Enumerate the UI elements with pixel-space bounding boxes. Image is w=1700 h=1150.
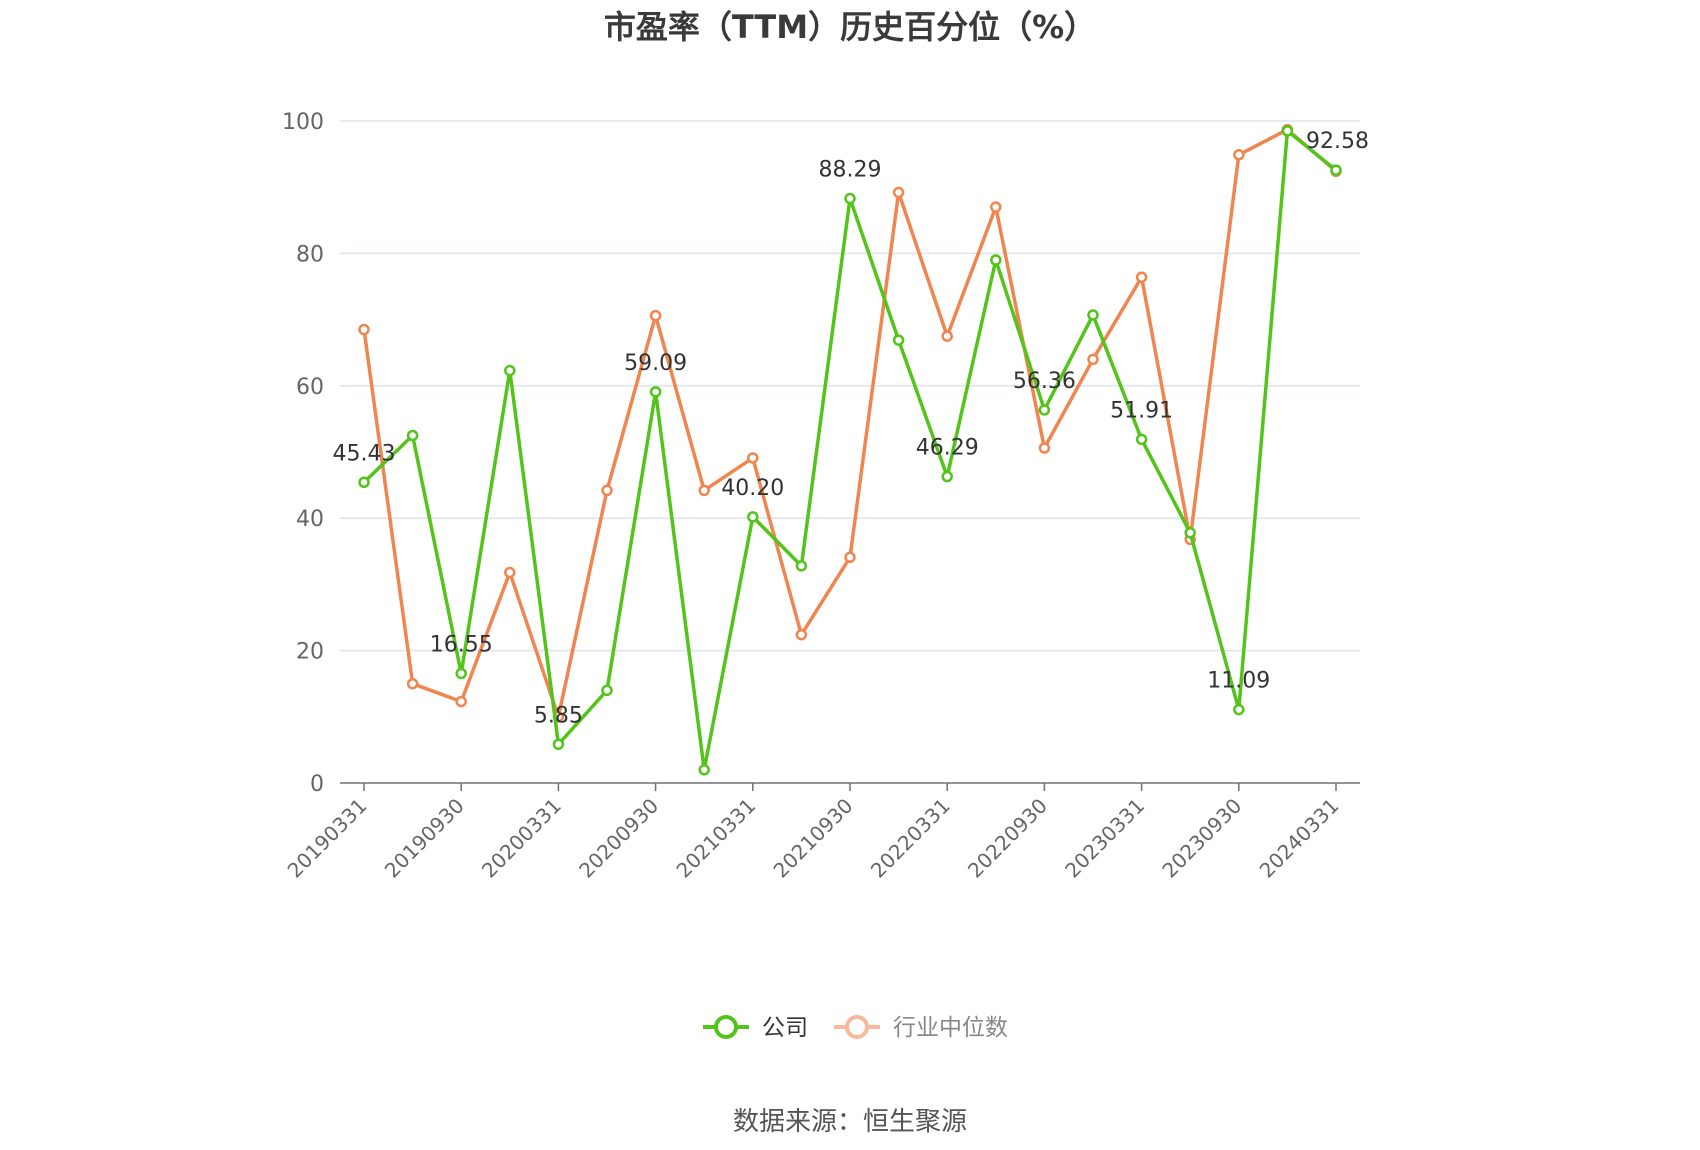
data-point[interactable] (1038, 404, 1051, 416)
data-point[interactable] (892, 334, 905, 346)
legend-marker-company (714, 1015, 738, 1039)
data-point[interactable] (795, 560, 808, 572)
x-tick-label: 20190930 (380, 794, 469, 883)
y-tick-label: 0 (310, 772, 324, 797)
legend-marker-industry (845, 1015, 869, 1039)
data-point[interactable] (1233, 703, 1245, 716)
axes: 0 20 40 60 80 100 20190331 20190930 20200331 2020… (282, 110, 1360, 883)
y-tick-label: 40 (296, 507, 324, 532)
data-label: 51.91 (1110, 398, 1173, 423)
data-point[interactable] (1038, 442, 1051, 454)
series-industry-median (358, 123, 1342, 723)
x-tick-label: 20230930 (1157, 794, 1246, 883)
source-note: 数据来源：恒生聚源 (733, 1107, 967, 1137)
x-tick-label: 20200331 (477, 794, 566, 883)
series-line (362, 127, 1338, 719)
data-label: 88.29 (819, 158, 882, 183)
x-tick-label: 20220930 (963, 794, 1052, 883)
data-point[interactable] (1281, 125, 1294, 137)
x-tick-label: 20200930 (574, 794, 663, 883)
data-label: 16.55 (430, 632, 493, 657)
data-point[interactable] (941, 330, 953, 342)
data-point[interactable] (601, 684, 613, 697)
legend-item-industry[interactable]: 行业中位数 (834, 1015, 1008, 1041)
data-point[interactable] (504, 364, 516, 377)
series-line (362, 129, 1338, 772)
data-point[interactable] (1087, 353, 1099, 366)
series-layer (358, 123, 1342, 776)
series-company (358, 125, 1342, 776)
y-tick-label: 100 (282, 110, 324, 135)
data-point[interactable] (1184, 527, 1196, 539)
legend-label-industry: 行业中位数 (893, 1015, 1008, 1041)
data-point[interactable] (892, 186, 905, 199)
data-label: 45.43 (333, 441, 396, 466)
data-point[interactable] (795, 628, 808, 641)
data-point[interactable] (1087, 309, 1099, 321)
x-tick-label: 20190331 (283, 794, 372, 883)
data-point[interactable] (1135, 433, 1148, 446)
y-tick-label: 60 (296, 375, 324, 400)
data-point[interactable] (941, 470, 953, 483)
grid (340, 120, 1360, 652)
x-tick-label: 20240331 (1255, 794, 1344, 883)
data-point[interactable] (455, 695, 467, 708)
data-point[interactable] (698, 484, 710, 497)
data-point[interactable] (844, 551, 856, 564)
data-labels: 45.43 16.55 5.85 59.09 40.20 88.29 46.29 56.36 5… (333, 129, 1369, 728)
data-label: 92.58 (1306, 129, 1369, 154)
y-tick-label: 80 (296, 242, 324, 267)
data-label: 5.85 (534, 703, 583, 728)
x-tick-label: 20210331 (671, 794, 760, 883)
data-point[interactable] (698, 764, 710, 776)
data-point[interactable] (747, 511, 759, 523)
data-label: 59.09 (624, 351, 687, 376)
data-point[interactable] (601, 484, 613, 497)
data-point[interactable] (358, 476, 370, 489)
y-tick-label: 20 (296, 640, 324, 665)
data-point[interactable] (406, 677, 419, 690)
data-point[interactable] (358, 323, 370, 336)
data-label: 56.36 (1013, 369, 1076, 394)
data-point[interactable] (1135, 271, 1148, 283)
legend-label-company: 公司 (762, 1015, 808, 1041)
data-point[interactable] (406, 429, 419, 442)
data-point[interactable] (455, 667, 467, 680)
chart-title: 市盈率（TTM）历史百分位（%） (604, 8, 1096, 46)
data-point[interactable] (844, 192, 856, 205)
data-point[interactable] (649, 309, 662, 322)
data-label: 46.29 (916, 436, 979, 461)
data-point[interactable] (990, 201, 1002, 213)
x-tick-label: 20210930 (769, 794, 858, 883)
legend: 公司 行业中位数 (703, 1015, 1008, 1041)
x-tick-label: 20230331 (1060, 794, 1149, 883)
data-point[interactable] (1233, 149, 1245, 161)
x-tick-label: 20220331 (866, 794, 955, 883)
data-point[interactable] (747, 452, 759, 464)
data-point[interactable] (504, 566, 516, 579)
data-point[interactable] (552, 738, 565, 751)
data-label: 40.20 (721, 476, 784, 501)
data-point[interactable] (990, 254, 1002, 266)
data-point[interactable] (1330, 164, 1342, 176)
data-label: 11.09 (1207, 669, 1270, 694)
legend-item-company[interactable]: 公司 (703, 1015, 808, 1041)
data-point[interactable] (649, 386, 662, 398)
